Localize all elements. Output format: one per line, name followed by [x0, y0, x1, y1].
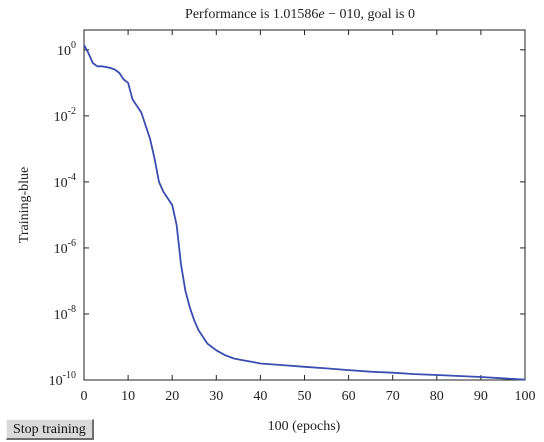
x-tick-label: 80 [430, 389, 444, 404]
x-tick-label: 60 [342, 389, 356, 404]
title-part-1: Performance is 1.01586 [185, 7, 318, 22]
x-axis: 0 10 20 30 40 50 60 70 80 90 100 [81, 30, 536, 404]
y-tick-label: 10-10 [49, 370, 76, 389]
x-tick-label: 20 [165, 389, 179, 404]
y-tick-label: 10-8 [54, 304, 76, 323]
y-tick-label: 10-4 [54, 172, 76, 191]
x-tick-label: 50 [298, 389, 312, 404]
x-tick-label: 100 [515, 389, 536, 404]
x-tick-label: 90 [474, 389, 488, 404]
stop-training-button[interactable]: Stop training [6, 419, 94, 440]
x-tick-label: 0 [81, 389, 88, 404]
x-tick-label: 10 [121, 389, 135, 404]
x-tick-label: 30 [209, 389, 223, 404]
x-axis-label: 100 (epochs) [268, 419, 341, 434]
y-tick-label: 10-6 [54, 238, 76, 257]
title-part-2: e [318, 7, 324, 22]
plot-frame [83, 29, 526, 381]
title-part-3: − 010, goal is 0 [325, 7, 415, 22]
chart-title: Performance is 1.01586e − 010, goal is 0 [185, 7, 415, 22]
x-tick-label: 70 [386, 389, 400, 404]
y-tick-label: 100 [57, 40, 76, 59]
training-curve [83, 44, 526, 381]
y-axis: 100 10-2 10-4 10-6 10-8 10-10 [49, 40, 525, 389]
x-tick-label: 40 [253, 389, 267, 404]
y-tick-label: 10-2 [54, 106, 76, 125]
y-axis-label: Training-blue [17, 167, 32, 243]
